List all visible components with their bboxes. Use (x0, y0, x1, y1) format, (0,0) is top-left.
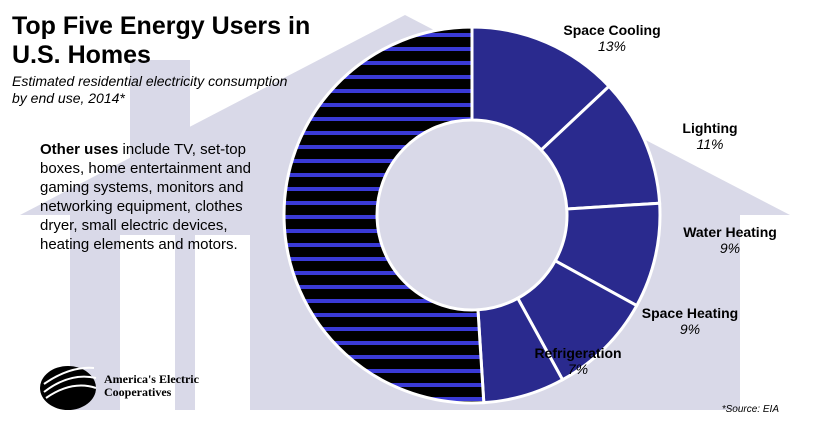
logo-mark (40, 366, 97, 410)
title: Top Five Energy Users in U.S. Homes (12, 12, 311, 69)
source: *Source: EIA (721, 404, 779, 415)
slice-label: Space Cooling 13% (563, 22, 660, 54)
note-text: include TV, set-top boxes, home entertai… (40, 141, 251, 253)
value-label: 7% (567, 361, 589, 377)
house-windows (120, 235, 250, 410)
category-label: Space Cooling (563, 22, 661, 38)
value-label: 9% (719, 240, 741, 256)
slice-label: Space Heating 9% (642, 305, 738, 337)
logo-text: America's Electric Cooperatives (104, 372, 199, 399)
slice (282, 25, 486, 405)
slice-label: Lighting 11% (682, 120, 737, 152)
donut (282, 25, 662, 405)
slice-label: Water Heating 9% (683, 224, 777, 256)
category-label: Water Heating (683, 224, 777, 240)
value-label: 9% (679, 321, 701, 337)
slice-label: Refrigeration 7% (534, 345, 621, 377)
note: Other uses include TV, set-top boxes, ho… (40, 140, 275, 254)
value-label: 11% (696, 136, 724, 152)
note-lead: Other uses (40, 141, 119, 158)
category-label: Lighting (682, 120, 738, 136)
category-label: Refrigeration (534, 345, 622, 361)
category-label: Space Heating (641, 305, 739, 321)
subtitle: Estimated residential electricity consum… (12, 73, 288, 106)
value-label: 13% (597, 38, 627, 54)
